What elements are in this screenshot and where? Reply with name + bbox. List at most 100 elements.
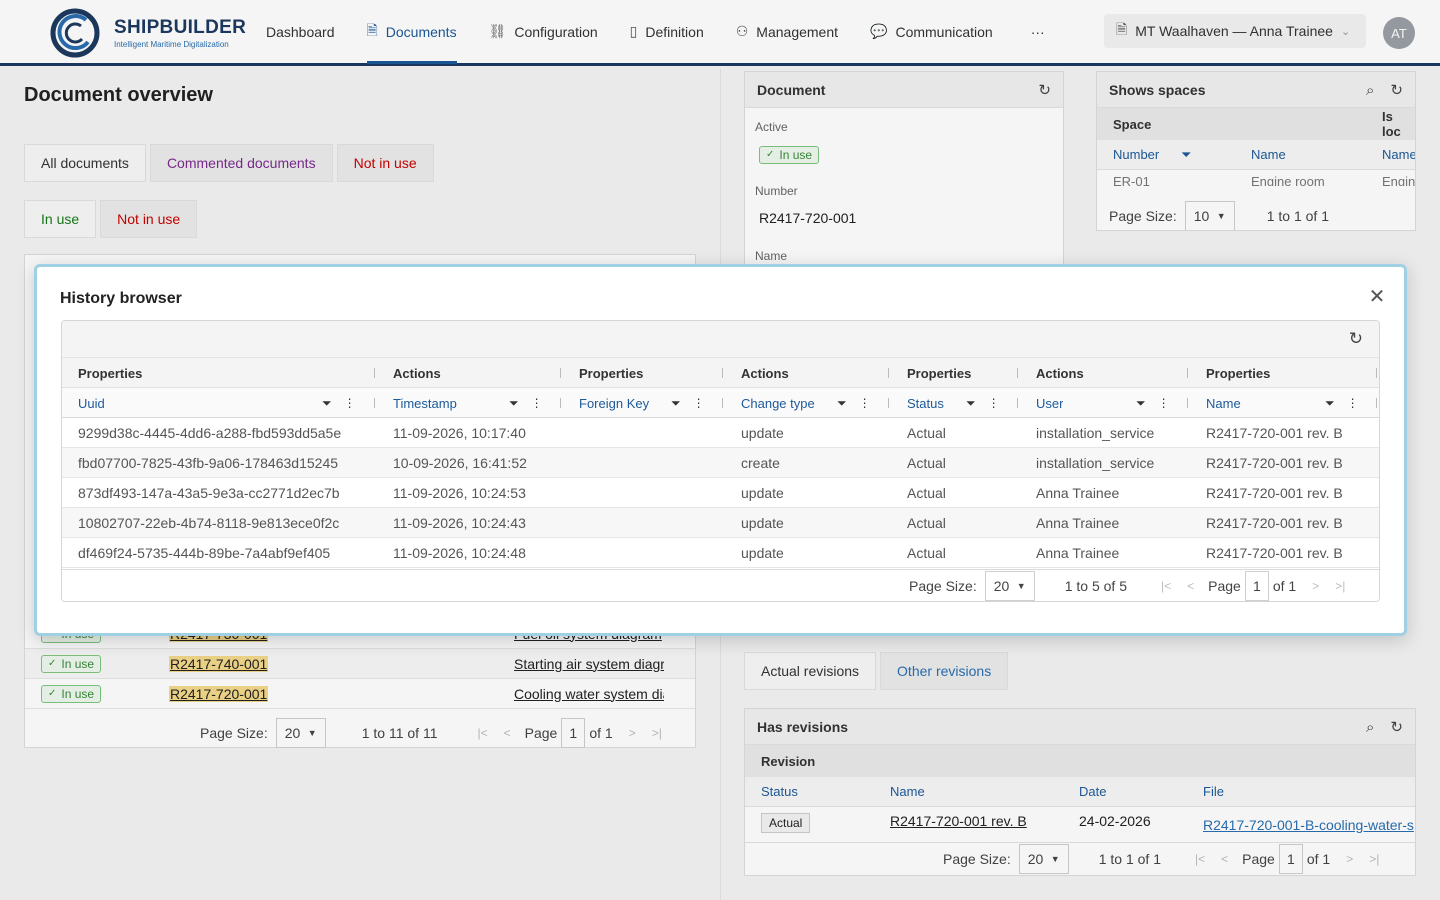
column-separator[interactable] bbox=[560, 398, 561, 408]
column-uuid[interactable]: Uuid bbox=[78, 395, 105, 411]
column-foreign-key[interactable]: Foreign Key bbox=[579, 395, 650, 411]
column-timestamp[interactable]: Timestamp bbox=[393, 395, 457, 411]
column-separator[interactable] bbox=[1187, 368, 1188, 378]
user-avatar[interactable]: AT bbox=[1383, 17, 1415, 49]
column-menu-icon[interactable]: ⋮ bbox=[1157, 396, 1170, 410]
table-row[interactable]: 9299d38c-4445-4dd6-a288-fbd593dd5a5e 11-… bbox=[62, 418, 1379, 448]
column-separator[interactable] bbox=[1376, 398, 1377, 408]
nav-definition[interactable]: ▯ Definition bbox=[630, 0, 704, 63]
nav-documents[interactable]: 🗎 Documents bbox=[366, 0, 457, 64]
refresh-icon[interactable]: ↻ bbox=[1348, 329, 1363, 348]
table-row[interactable]: ER-01 Engine room Engin bbox=[1097, 170, 1415, 186]
filter-icon[interactable]: ⏷ bbox=[671, 395, 681, 410]
column-name[interactable]: Name bbox=[1251, 147, 1286, 162]
refresh-icon[interactable]: ↻ bbox=[1390, 82, 1403, 99]
column-name[interactable]: Name bbox=[1206, 395, 1241, 411]
nav-configuration[interactable]: ⛓ Configuration bbox=[489, 0, 598, 63]
column-menu-icon[interactable]: ⋮ bbox=[987, 396, 1000, 410]
column-name-2[interactable]: Name bbox=[1382, 147, 1416, 162]
column-number[interactable]: Number bbox=[1113, 147, 1160, 162]
column-separator[interactable] bbox=[888, 368, 889, 378]
page-size-select[interactable]: 10 ▼ bbox=[1184, 201, 1235, 230]
column-separator[interactable] bbox=[1017, 368, 1018, 378]
tab-actual-revisions[interactable]: Actual revisions bbox=[744, 652, 877, 690]
tab-all-documents[interactable]: All documents bbox=[24, 144, 146, 182]
column-separator[interactable] bbox=[374, 368, 375, 378]
column-name[interactable]: Name bbox=[890, 784, 925, 799]
column-status[interactable]: Status bbox=[907, 395, 944, 411]
column-menu-icon[interactable]: ⋮ bbox=[858, 396, 871, 410]
column-separator[interactable] bbox=[1017, 398, 1018, 408]
column-separator[interactable] bbox=[560, 368, 561, 378]
page-number-input[interactable]: 1 bbox=[1278, 844, 1303, 874]
page-size-select[interactable]: 20 ▼ bbox=[984, 571, 1035, 601]
refresh-icon[interactable]: ↻ bbox=[1390, 719, 1403, 736]
page-number-input[interactable]: 1 bbox=[1244, 571, 1269, 601]
document-name-link[interactable]: Starting air system diagram bbox=[514, 655, 664, 672]
prev-page-icon[interactable]: < bbox=[1187, 579, 1195, 593]
filter-icon[interactable]: ⏷ bbox=[1136, 395, 1146, 410]
nav-dashboard[interactable]: Dashboard bbox=[266, 0, 335, 63]
column-separator[interactable] bbox=[888, 398, 889, 408]
page-number-input[interactable]: 1 bbox=[561, 718, 586, 748]
column-menu-icon[interactable]: ⋮ bbox=[343, 396, 356, 410]
column-date[interactable]: Date bbox=[1079, 784, 1107, 799]
filter-icon[interactable]: ⏷ bbox=[1181, 146, 1192, 162]
search-icon[interactable]: ⌕ bbox=[1366, 718, 1375, 736]
first-page-icon[interactable]: |< bbox=[477, 726, 488, 740]
next-page-icon[interactable]: > bbox=[1346, 852, 1354, 866]
column-user[interactable]: User bbox=[1036, 395, 1064, 411]
tab-not-in-use[interactable]: Not in use bbox=[336, 144, 434, 182]
filter-icon[interactable]: ⏷ bbox=[837, 395, 847, 410]
document-name-link[interactable]: Cooling water system diagram bbox=[514, 685, 664, 702]
table-row[interactable]: ✓ In use R2417-720-001 Cooling water syst… bbox=[25, 679, 695, 709]
document-number-link[interactable]: R2417-740-001 bbox=[169, 655, 269, 672]
last-page-icon[interactable]: >| bbox=[1369, 852, 1380, 866]
table-row[interactable]: 873df493-147a-43a5-9e3a-cc2771d2ec7b 11-… bbox=[62, 478, 1379, 508]
last-page-icon[interactable]: >| bbox=[1335, 579, 1346, 593]
filter-icon[interactable]: ⏷ bbox=[1325, 395, 1335, 410]
table-row[interactable]: Actual R2417-720-001 rev. B 24-02-2026 R… bbox=[745, 807, 1415, 843]
column-status[interactable]: Status bbox=[761, 784, 798, 799]
column-menu-icon[interactable]: ⋮ bbox=[1346, 396, 1359, 410]
page-size-select[interactable]: 20 ▼ bbox=[1018, 844, 1069, 874]
revision-file-link[interactable]: R2417-720-001-B-cooling-water-s bbox=[1203, 817, 1414, 833]
first-page-icon[interactable]: |< bbox=[1195, 852, 1206, 866]
first-page-icon[interactable]: |< bbox=[1161, 579, 1172, 593]
nav-communication[interactable]: 💬 Communication bbox=[870, 0, 993, 63]
prev-page-icon[interactable]: < bbox=[1221, 852, 1229, 866]
column-separator[interactable] bbox=[1376, 368, 1377, 378]
table-row[interactable]: ✓ In use R2417-740-001 Starting air syste… bbox=[25, 649, 695, 679]
next-page-icon[interactable]: > bbox=[628, 726, 636, 740]
subtab-in-use[interactable]: In use bbox=[24, 200, 97, 238]
tab-other-revisions[interactable]: Other revisions bbox=[880, 652, 1009, 690]
close-icon[interactable]: ✕ bbox=[1368, 285, 1386, 308]
refresh-icon[interactable]: ↻ bbox=[1038, 82, 1051, 99]
subtab-not-in-use[interactable]: Not in use bbox=[100, 200, 198, 238]
column-file[interactable]: File bbox=[1203, 784, 1224, 799]
next-page-icon[interactable]: > bbox=[1312, 579, 1320, 593]
column-change-type[interactable]: Change type bbox=[741, 395, 815, 411]
filter-icon[interactable]: ⏷ bbox=[322, 395, 332, 410]
filter-icon[interactable]: ⏷ bbox=[509, 395, 519, 410]
page-size-select[interactable]: 20 ▼ bbox=[275, 718, 326, 748]
nav-management[interactable]: ⚇ Management bbox=[736, 0, 838, 63]
document-number-link[interactable]: R2417-720-001 bbox=[169, 685, 269, 702]
last-page-icon[interactable]: >| bbox=[651, 726, 662, 740]
column-menu-icon[interactable]: ⋮ bbox=[692, 396, 705, 410]
column-separator[interactable] bbox=[1187, 398, 1188, 408]
brand-logo[interactable]: SHIPBUILDER Intelligent Maritime Digital… bbox=[50, 7, 250, 59]
table-row[interactable]: fbd07700-7825-43fb-9a06-178463d15245 10-… bbox=[62, 448, 1379, 478]
filter-icon[interactable]: ⏷ bbox=[966, 395, 976, 410]
ship-selector[interactable]: 🗎 MT Waalhaven — Anna Trainee ⌄ bbox=[1104, 14, 1366, 48]
prev-page-icon[interactable]: < bbox=[503, 726, 511, 740]
revision-name-link[interactable]: R2417-720-001 rev. B bbox=[890, 813, 1027, 829]
table-row[interactable]: df469f24-5735-444b-89be-7a4abf9ef405 11-… bbox=[62, 538, 1379, 568]
column-separator[interactable] bbox=[722, 398, 723, 408]
column-separator[interactable] bbox=[374, 398, 375, 408]
search-icon[interactable]: ⌕ bbox=[1366, 81, 1375, 99]
table-row[interactable]: 10802707-22eb-4b74-8118-9e813ece0f2c 11-… bbox=[62, 508, 1379, 538]
tab-commented-documents[interactable]: Commented documents bbox=[149, 144, 333, 182]
column-menu-icon[interactable]: ⋮ bbox=[530, 396, 543, 410]
column-separator[interactable] bbox=[722, 368, 723, 378]
